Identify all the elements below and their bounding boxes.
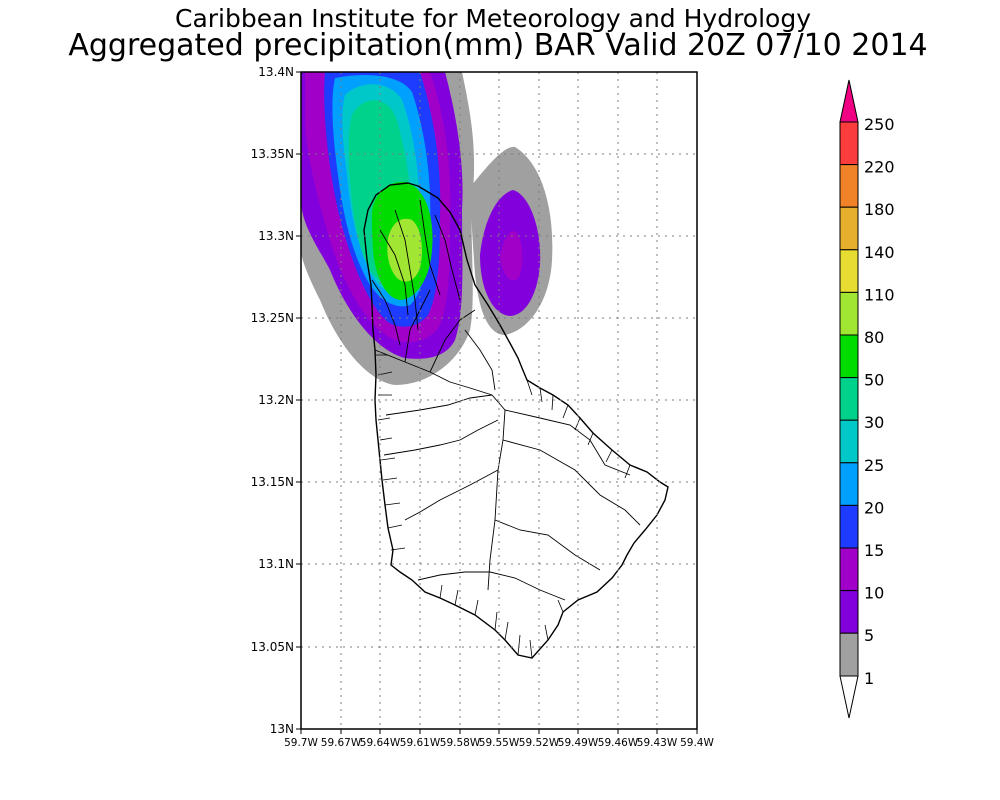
lon-label: 59.49W: [558, 737, 599, 749]
lat-label: 13.25N: [251, 311, 294, 325]
colorbar-segment: [839, 462, 859, 506]
lon-label: 59.43W: [637, 737, 678, 749]
lon-label: 59.4W: [680, 737, 714, 749]
precip-area-10mm-east: [500, 231, 523, 281]
barbados-coastline: [363, 182, 669, 659]
precip-area-80mm: [387, 218, 422, 282]
colorbar-label: 180: [864, 200, 895, 219]
lon-label: 59.64W: [360, 737, 401, 749]
colorbar-segment: [839, 377, 859, 421]
lat-label: 13.35N: [251, 147, 294, 161]
lat-axis: [296, 71, 301, 730]
colorbar-segment: [839, 547, 859, 592]
colorbar-label: 1: [864, 669, 874, 688]
lat-label: 13.1N: [258, 557, 294, 571]
colorbar-segment: [839, 121, 859, 166]
interior-boundaries: [371, 199, 641, 601]
colorbar-label: 5: [864, 626, 874, 645]
lat-label: 13.15N: [251, 475, 294, 489]
lat-label: 13.3N: [258, 229, 294, 243]
colorbar-label: 15: [864, 541, 884, 560]
precipitation-field: [301, 72, 553, 385]
lon-label: 59.61W: [400, 737, 441, 749]
colorbar-segment: [839, 249, 859, 293]
lon-axis: [300, 729, 698, 734]
colorbar-label: 10: [864, 584, 884, 603]
lon-label: 59.67W: [321, 737, 362, 749]
colorbar-label: 250: [864, 115, 895, 134]
colorbar-segment: [839, 504, 859, 549]
chart-title-line2: Aggregated precipitation(mm) BAR Valid 2…: [68, 28, 928, 63]
lon-label: 59.58W: [440, 737, 481, 749]
lat-label: 13.05N: [251, 640, 294, 654]
colorbar-label: 110: [864, 285, 895, 304]
coastal-detail: [376, 354, 631, 659]
lat-label: 13.4N: [258, 65, 294, 79]
grid-lines: [301, 72, 697, 729]
colorbar-segment: [839, 164, 859, 208]
lon-label: 59.55W: [479, 737, 520, 749]
lat-label: 13N: [270, 722, 294, 736]
colorbar-segment: [839, 632, 859, 677]
colorbar-top-arrow: [839, 79, 859, 123]
chart-title-line1: Caribbean Institute for Meteorology and …: [175, 4, 811, 33]
colorbar-label: 80: [864, 328, 884, 347]
lon-label: 59.52W: [519, 737, 560, 749]
colorbar-bottom-arrow: [839, 675, 859, 719]
colorbar-label: 25: [864, 456, 884, 475]
colorbar-segment: [839, 206, 859, 251]
color-bar-legend: 250 220 180 140 110 80 50 30 25 20 15 10…: [839, 79, 895, 719]
colorbar-segment: [839, 419, 859, 464]
colorbar-label: 50: [864, 371, 884, 390]
lon-label: 59.46W: [598, 737, 639, 749]
colorbar-segment: [839, 334, 859, 379]
colorbar-label: 140: [864, 243, 895, 262]
lon-label: 59.7W: [284, 737, 318, 749]
colorbar-segment: [839, 291, 859, 336]
lat-label: 13.2N: [258, 393, 294, 407]
colorbar-label: 30: [864, 413, 884, 432]
colorbar-label: 20: [864, 498, 884, 517]
colorbar-label: 220: [864, 158, 895, 177]
colorbar-segment: [839, 590, 859, 634]
